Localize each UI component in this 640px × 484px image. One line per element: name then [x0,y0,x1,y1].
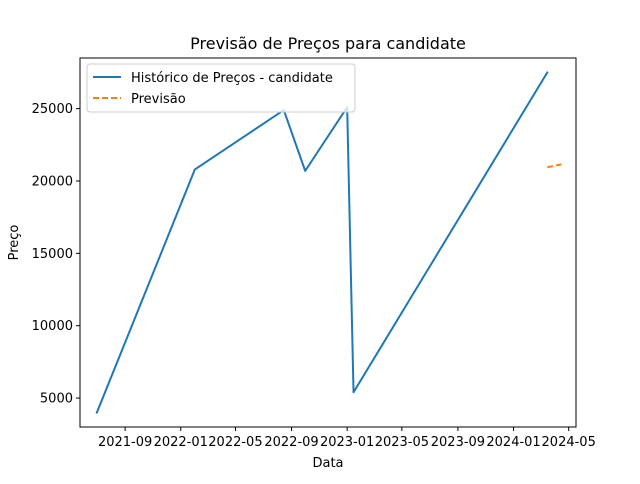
x-tick-label-3: 2022-09 [264,435,318,450]
legend-box [86,63,356,113]
series-layer [95,71,562,414]
x-tick-label-7: 2024-01 [486,435,540,450]
legend-label-previsao: Previsão [131,92,186,107]
x-tick-label-0: 2021-09 [98,435,152,450]
x-tick-label-5: 2023-05 [375,435,429,450]
y-axis-label: Preço [7,225,22,261]
legend-label-historico: Histórico de Preços - candidate [131,71,333,86]
plot-frame [79,57,577,428]
series-line-1 [547,163,562,169]
x-tick-label-2: 2022-05 [208,435,262,450]
chart-title: Previsão de Preços para candidate [190,34,466,53]
x-tick-label-4: 2023-01 [320,435,374,450]
x-tick-label-6: 2023-09 [431,435,485,450]
legend: Histórico de Preços - candidate Previsão [86,63,356,113]
y-tick-label-1: 10000 [32,319,73,334]
x-axis-label: Data [312,456,343,471]
y-tick-label-2: 15000 [32,247,73,262]
y-tick-label-0: 5000 [40,392,73,407]
y-tick-label-3: 20000 [32,175,73,190]
y-axis: 5000 10000 15000 20000 25000 [32,102,80,407]
x-tick-label-1: 2022-01 [154,435,208,450]
y-tick-label-4: 25000 [32,102,73,117]
series-line-0 [95,71,549,414]
x-tick-label-8: 2024-05 [542,435,596,450]
x-axis: 2021-09 2022-01 2022-05 2022-09 2023-01 2023-… [98,427,596,450]
